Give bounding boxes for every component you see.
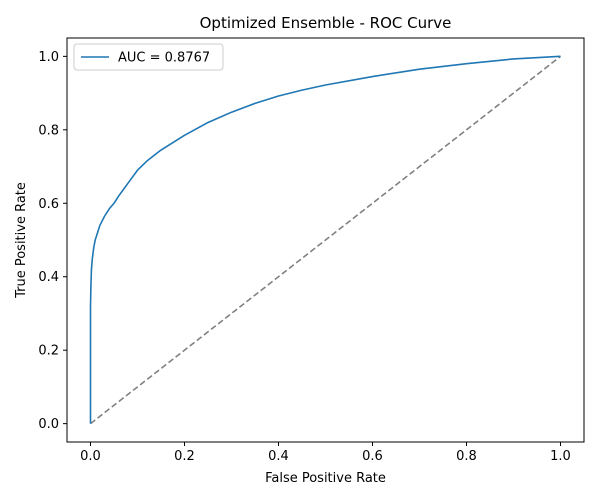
- diagonal-reference-line: [90, 55, 561, 425]
- x-tick-label: 0.6: [362, 449, 383, 464]
- legend-label: AUC = 0.8767: [118, 51, 210, 66]
- x-tick-label: 0.2: [174, 449, 195, 464]
- y-tick-label: 0.4: [38, 270, 59, 285]
- y-tick-label: 0.2: [38, 344, 59, 359]
- y-tick-label: 0.8: [38, 123, 59, 138]
- y-tick-label: 0.0: [38, 417, 59, 432]
- x-tick-label: 0.8: [456, 449, 477, 464]
- x-tick-label: 1.0: [550, 449, 571, 464]
- y-axis-label: True Positive Rate: [14, 182, 29, 299]
- y-axis-ticks: 0.0 0.2 0.4 0.6 0.8 1.0: [38, 50, 67, 432]
- legend: AUC = 0.8767: [73, 43, 224, 71]
- x-axis-ticks: 0.0 0.2 0.4 0.6 0.8 1.0: [80, 442, 571, 464]
- x-tick-label: 0.0: [80, 449, 101, 464]
- chart-title: Optimized Ensemble - ROC Curve: [200, 14, 452, 32]
- legend-box: [73, 43, 224, 71]
- plot-area-frame: [66, 37, 585, 443]
- plot-series: [89, 55, 561, 425]
- roc-curve-line: [89, 55, 561, 424]
- y-tick-label: 1.0: [38, 50, 59, 65]
- x-tick-label: 0.4: [268, 449, 289, 464]
- y-tick-label: 0.6: [38, 197, 59, 212]
- x-axis-label: False Positive Rate: [265, 471, 386, 486]
